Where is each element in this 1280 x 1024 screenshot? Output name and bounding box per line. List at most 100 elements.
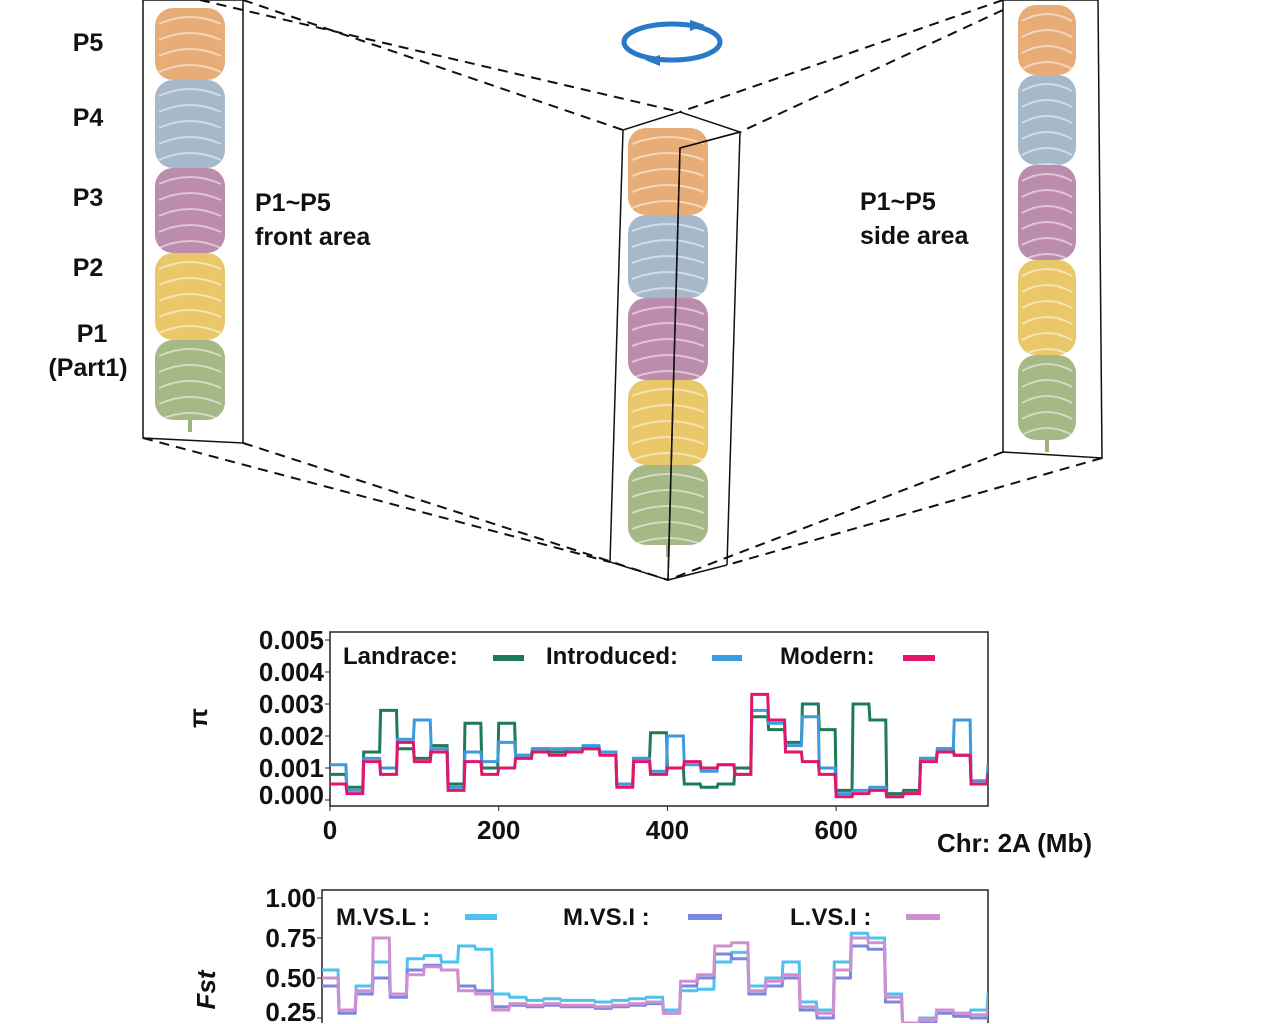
spikelet [631, 388, 705, 397]
y-tick-label: 0.005 [259, 625, 324, 655]
spikelet [158, 192, 222, 201]
dashed-projection-line [242, 442, 669, 581]
spikelet [158, 261, 222, 270]
spikelet [158, 309, 222, 318]
part-label-p5: P5 [72, 29, 104, 57]
spikelet [158, 224, 222, 233]
spikelet [1021, 29, 1073, 38]
part-label-p1: P1 [76, 320, 108, 348]
spike-band-p5 [155, 8, 225, 80]
y-tick-label: 0.001 [259, 753, 324, 783]
x-axis-label: Chr: 2A (Mb) [937, 828, 1092, 858]
spikelet [1021, 284, 1073, 293]
spikelet [1021, 411, 1073, 420]
spikelet [631, 473, 705, 482]
spike-diagram [142, 0, 1103, 582]
spikelet [158, 380, 222, 389]
x-tick-label: 600 [814, 815, 857, 845]
dashed-projection-line [199, 0, 681, 113]
x-tick-label: 200 [477, 815, 520, 845]
rotate-ellipse [621, 21, 723, 63]
side-area-title: P1~P5 [860, 188, 936, 216]
legend-label: L.VS.I : [790, 904, 871, 931]
spikelet [1021, 332, 1073, 341]
series-line-2 [322, 936, 988, 1023]
spikelet [158, 176, 222, 185]
spikelet [631, 452, 705, 461]
legend-label: M.VS.L : [336, 904, 430, 931]
legend-label: Landrace: [343, 643, 458, 670]
y-tick-label: 0.004 [259, 657, 325, 687]
spikelet [1021, 427, 1073, 436]
spikelet [158, 16, 222, 25]
spike-band-p2 [155, 253, 225, 340]
middle-spike [628, 128, 708, 557]
spike-band-p5 [1018, 5, 1076, 75]
spikelet [158, 32, 222, 41]
spikelet [158, 293, 222, 302]
y-tick-label: 0.002 [259, 721, 324, 751]
spikelet [1021, 205, 1073, 214]
spikelet [631, 200, 705, 209]
spikelet [631, 255, 705, 264]
spikelet [1021, 173, 1073, 182]
spikelet [1021, 395, 1073, 404]
legend-label: Modern: [780, 643, 875, 670]
y-tick-label: 0.000 [259, 780, 324, 810]
prism-edge [726, 131, 741, 566]
spikelet [631, 271, 705, 280]
spikelet [631, 370, 705, 379]
spikelet [631, 420, 705, 429]
spikelet [158, 88, 222, 97]
part1-note: (Part1) [48, 354, 128, 382]
spikelet [1021, 45, 1073, 54]
legend-label: M.VS.I : [563, 904, 650, 931]
legend-label: Introduced: [546, 643, 678, 670]
x-tick-label: 400 [646, 815, 689, 845]
spikelet [158, 152, 222, 161]
spike-band-p3 [1018, 165, 1076, 260]
spikelet [631, 338, 705, 347]
spikelet [1021, 379, 1073, 388]
spike-band-p2 [1018, 260, 1076, 355]
front-area-subtitle: front area [255, 223, 371, 251]
y-tick-label: 0.75 [265, 923, 316, 953]
spikelet [631, 184, 705, 193]
spikelet [158, 64, 222, 73]
y-tick-label: 0.50 [265, 963, 316, 993]
prism-edge [679, 131, 741, 149]
spikelet [631, 505, 705, 514]
spikelet [631, 537, 705, 546]
spikelet [1021, 221, 1073, 230]
spikelet [631, 521, 705, 530]
spikelet [1021, 300, 1073, 309]
spikelet [1021, 147, 1073, 156]
spikelet [1021, 61, 1073, 70]
spike-band-p4 [155, 80, 225, 168]
side-area-subtitle: side area [860, 222, 969, 250]
front-spike [155, 8, 225, 432]
dashed-projection-line [726, 457, 1103, 566]
prism-edge [667, 564, 728, 581]
spikelet [631, 136, 705, 145]
spike-band-p1 [1018, 355, 1076, 440]
y-axis-label: Fst [191, 969, 221, 1009]
spikelet [1021, 253, 1073, 262]
dashed-projection-line [142, 437, 611, 563]
spikelet [631, 152, 705, 161]
spikelet [158, 364, 222, 373]
dashed-projection-line [739, 9, 1004, 133]
front-area-title: P1~P5 [255, 189, 331, 217]
spikelet [158, 104, 222, 113]
arrow-head [645, 55, 660, 66]
spikelet [158, 277, 222, 286]
spikelet [158, 325, 222, 334]
spikelet [158, 240, 222, 249]
spikelet [631, 306, 705, 315]
prism-edge [667, 147, 681, 581]
plot-frame [321, 889, 989, 1023]
part-label-p2: P2 [72, 254, 104, 282]
spikelet [158, 136, 222, 145]
